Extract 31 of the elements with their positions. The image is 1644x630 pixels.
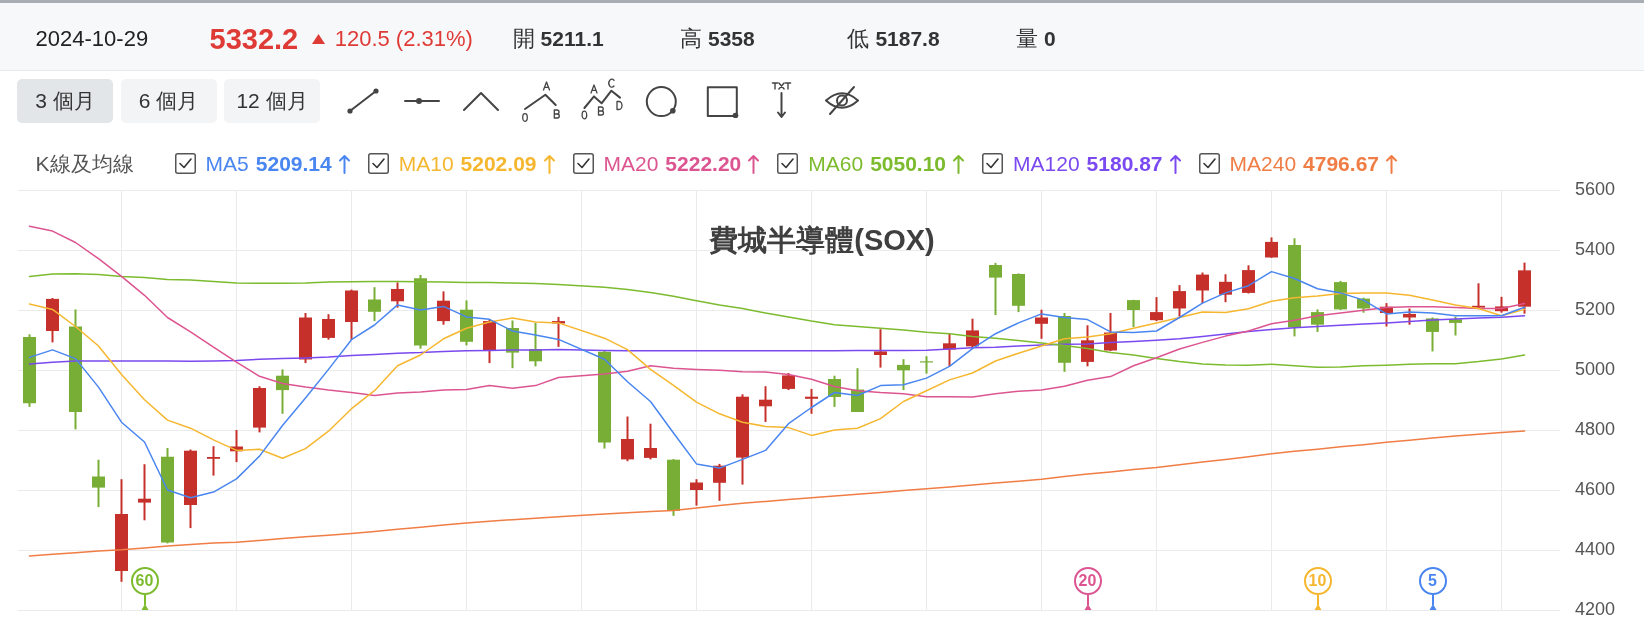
text: MA60 5050.10: [808, 151, 947, 175]
text: 低 5187.8: [847, 26, 940, 51]
y-tick-label: 4600: [1575, 478, 1616, 499]
text: 費城半導體(SOX): [709, 224, 935, 256]
annotation: 60: [134, 571, 155, 591]
y-tick-label: 5600: [1575, 178, 1616, 199]
text: 2024-10-29: [35, 25, 149, 53]
y-tick-label: 4200: [1575, 598, 1616, 619]
annotation: 10: [1307, 571, 1328, 591]
text: 量 0: [1016, 26, 1056, 51]
annotation: 5: [1427, 571, 1438, 591]
text: 5332.2: [209, 23, 299, 55]
text: MA240 4796.67: [1229, 151, 1379, 175]
candlestick: [1472, 283, 1485, 308]
y-tick-label: 5200: [1575, 298, 1616, 319]
candlestick: [920, 356, 933, 374]
annotation: 20: [1077, 571, 1098, 591]
legend-title: K線及均線: [35, 150, 134, 177]
y-tick-label: 4400: [1575, 538, 1616, 559]
y-tick-label: 5400: [1575, 238, 1616, 259]
y-tick-label: 5000: [1575, 358, 1616, 379]
text: MA10 5202.09: [398, 151, 537, 175]
text: MA20 5222.20: [603, 151, 742, 175]
text: 高 5358: [680, 26, 755, 51]
text: 開 5211.1: [512, 26, 604, 51]
text: MA5 5209.14: [205, 151, 332, 175]
text: MA120 5180.87: [1013, 151, 1163, 175]
candlestick: [207, 446, 220, 476]
text: 120.5 (2.31%): [334, 25, 473, 53]
y-tick-label: 4800: [1575, 418, 1616, 439]
candlestick: [138, 464, 151, 521]
